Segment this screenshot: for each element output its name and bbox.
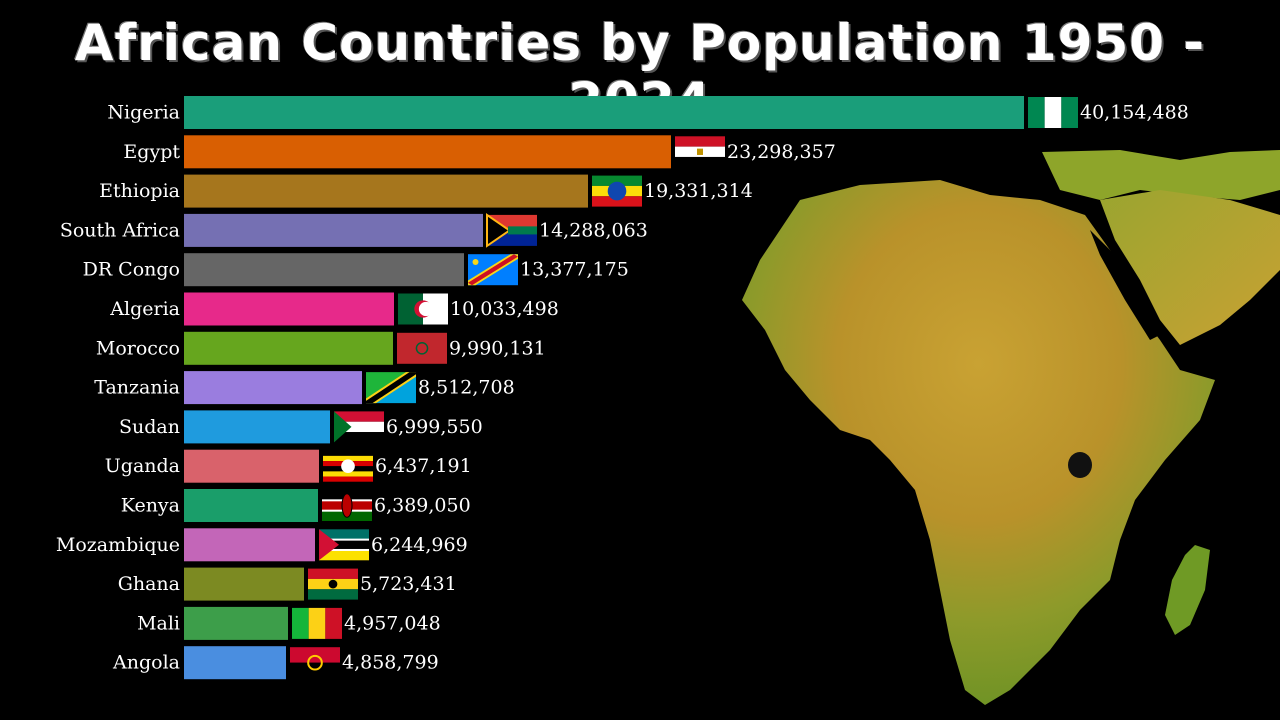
dr-congo-flag-icon [468,254,518,286]
arabia-landmass [1100,190,1280,345]
category-label-algeria: Algeria [109,298,180,320]
value-label-ghana: 5,723,431 [360,573,457,595]
south-africa-flag-icon [486,212,537,248]
category-label-ghana: Ghana [118,573,180,595]
bar-nigeria [184,96,1024,129]
value-label-egypt: 23,298,357 [727,141,836,163]
value-label-tanzania: 8,512,708 [418,377,515,399]
category-label-angola: Angola [112,652,180,674]
uganda-flag-icon [323,450,373,482]
bar-dr-congo [184,253,464,287]
category-label-egypt: Egypt [123,141,180,163]
value-label-sudan: 6,999,550 [386,416,483,438]
bar-angola [184,646,286,680]
category-label-nigeria: Nigeria [107,102,180,124]
value-label-morocco: 9,990,131 [449,337,546,359]
egypt-flag-icon [675,136,725,168]
angola-flag-icon [290,647,340,679]
category-label-mozambique: Mozambique [56,534,180,556]
mali-flag-icon [292,607,342,639]
value-label-south-africa: 14,288,063 [539,219,648,241]
bar-algeria [184,292,394,326]
category-label-kenya: Kenya [121,495,180,517]
sudan-flag-icon [334,411,384,443]
bar-uganda [184,449,319,483]
value-label-angola: 4,858,799 [342,652,439,674]
bar-mali [184,606,288,640]
bar-ethiopia [184,174,588,208]
category-label-ethiopia: Ethiopia [99,180,180,202]
lake-victoria [1068,452,1092,478]
value-label-algeria: 10,033,498 [450,298,559,320]
mozambique-flag-icon [319,529,369,561]
europe-landmass [1042,150,1280,200]
madagascar-landmass [1165,545,1210,635]
bar-south-africa [184,213,483,247]
tanzania-flag-icon [366,372,416,404]
category-label-tanzania: Tanzania [94,377,180,399]
bar-morocco [184,331,393,365]
value-label-uganda: 6,437,191 [375,455,472,477]
kenya-flag-icon [322,490,372,521]
bar-mozambique [184,528,315,562]
bar-tanzania [184,371,362,405]
value-label-ethiopia: 19,331,314 [644,180,753,202]
category-label-sudan: Sudan [119,416,180,438]
value-label-mali: 4,957,048 [344,612,441,634]
bar-kenya [184,489,318,522]
ghana-flag-icon [308,568,358,600]
category-label-south-africa: South Africa [60,219,180,241]
bar-egypt [184,135,671,169]
africa-landmass [742,180,1215,705]
red-sea [1090,230,1160,340]
value-label-dr-congo: 13,377,175 [520,259,629,281]
morocco-flag-icon [397,332,447,364]
value-label-kenya: 6,389,050 [374,495,471,517]
ethiopia-flag-icon [592,175,642,207]
category-label-morocco: Morocco [96,337,180,359]
bar-ghana [184,567,304,601]
category-label-mali: Mali [137,612,180,634]
bar-sudan [184,410,330,444]
algeria-flag-icon [398,293,448,325]
category-label-uganda: Uganda [105,455,180,477]
nigeria-flag-icon [1028,97,1078,128]
category-label-dr-congo: DR Congo [83,259,180,281]
value-label-nigeria: 40,154,488 [1080,102,1189,124]
value-label-mozambique: 6,244,969 [371,534,468,556]
